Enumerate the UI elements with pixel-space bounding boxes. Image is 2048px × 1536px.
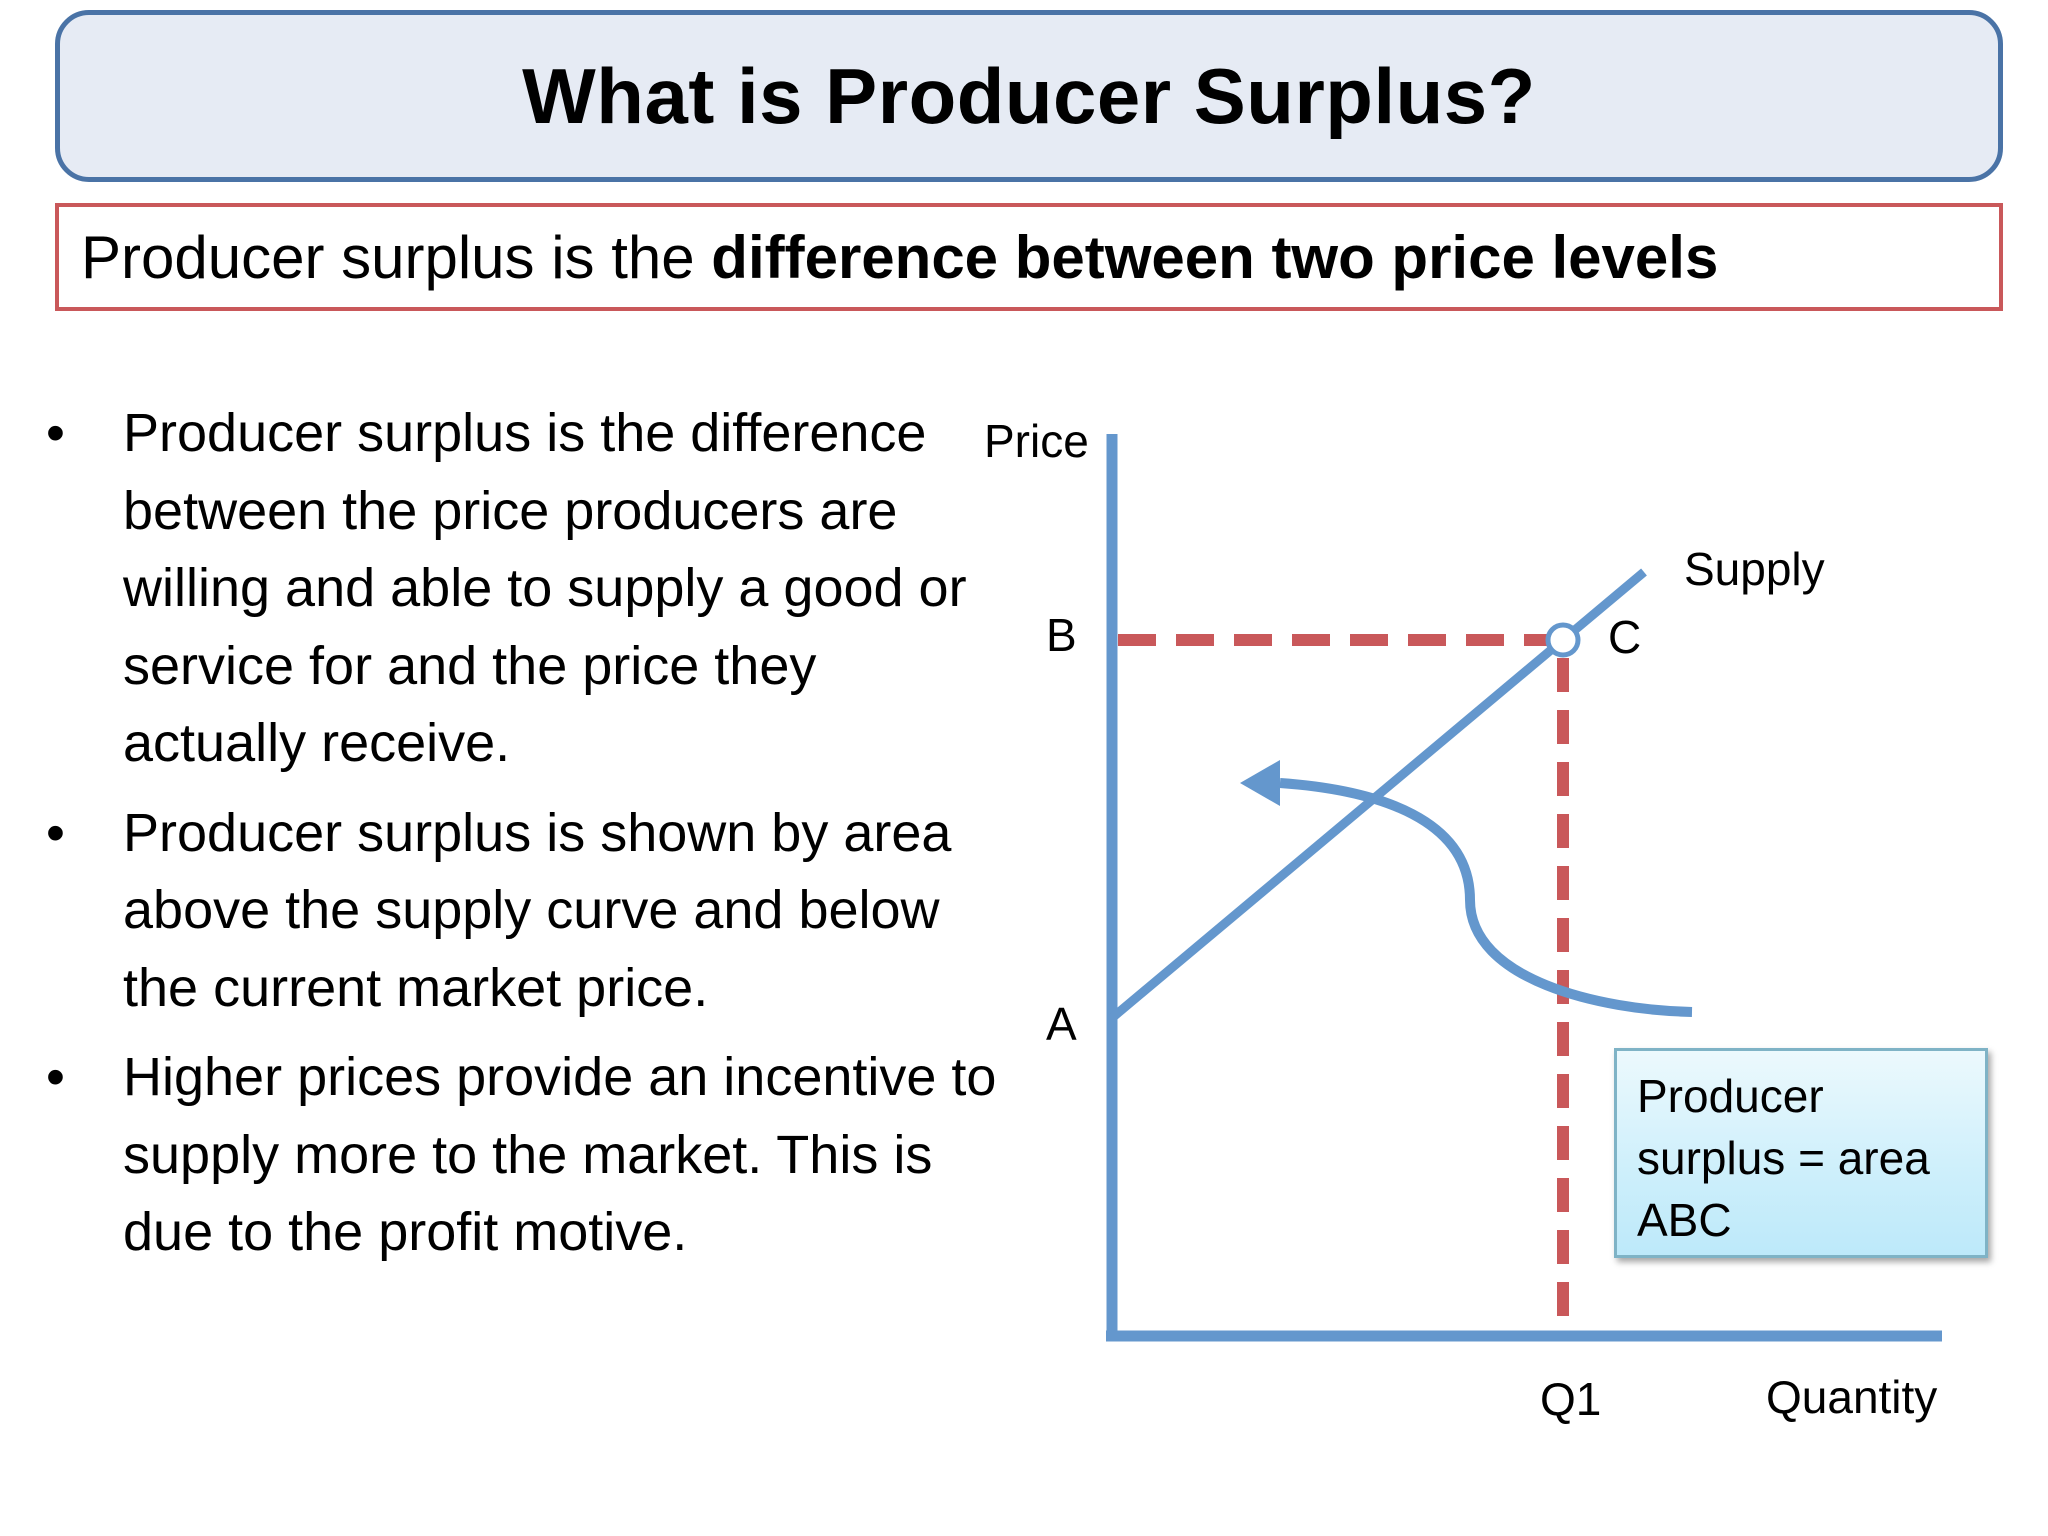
arrow-head-icon [1240,760,1280,806]
bullet-text: Producer surplus is the difference betwe… [123,403,967,773]
note-line: surplus = area [1637,1132,1930,1184]
curved-arrow [1279,778,1693,1017]
y-axis-label: Price [984,415,1089,467]
point-c-label: C [1608,611,1642,663]
note-line: Producer [1637,1070,1824,1122]
definition-prefix: Producer surplus is the [81,223,712,291]
point-c-marker [1545,622,1581,658]
supply-label: Supply [1684,543,1825,595]
bullet-item: • Producer surplus is the difference bet… [40,395,1000,783]
bullet-list: • Producer surplus is the difference bet… [40,395,1000,1284]
point-b-label: B [1046,609,1077,661]
bullet-marker: • [46,802,65,863]
bullet-marker: • [46,403,65,463]
bullet-item: • Producer surplus is shown by area abov… [40,795,1000,1028]
bullet-text: Higher prices provide an incentive to su… [123,1047,997,1262]
q1-label: Q1 [1540,1373,1602,1425]
point-a-label: A [1046,998,1077,1050]
producer-surplus-diagram: Price Supply B C A Q1 Quantity Producer … [960,390,2048,1536]
definition-box: Producer surplus is the difference betwe… [55,203,2003,311]
page-title: What is Producer Surplus? [522,51,1536,140]
surplus-note-box: Producer surplus = area ABC [1614,1048,1988,1258]
note-line: ABC [1637,1194,1732,1246]
bullet-text: Producer surplus is shown by area above … [123,802,952,1018]
title-banner: What is Producer Surplus? [55,10,2003,182]
diagram-canvas [1106,434,1942,1342]
x-axis-label: Quantity [1766,1371,1938,1423]
definition-emphasis: difference between two price levels [711,223,1719,291]
bullet-item: • Higher prices provide an incentive to … [40,1039,1000,1272]
bullet-marker: • [46,1047,65,1107]
